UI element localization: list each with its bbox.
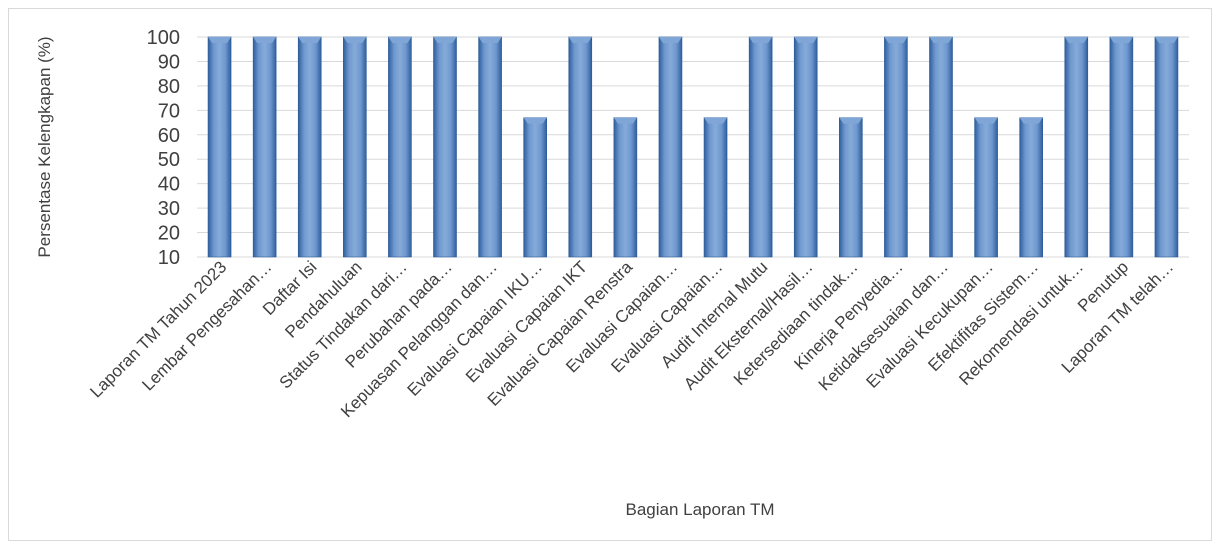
bar-cap [613,117,637,124]
bar-body [974,117,998,258]
bar-cap [298,37,322,43]
bar [1019,117,1043,258]
bar [388,36,412,258]
bar [1154,36,1179,258]
bar-cap [749,37,773,43]
y-tick-label: 60 [158,125,180,147]
bar-cap [388,37,412,43]
bar [613,117,638,258]
bar-cap [974,117,998,124]
bar [523,117,547,258]
y-tick-label: 100 [147,27,180,49]
bar-body [1064,36,1089,258]
bar [884,36,908,258]
bar-body [297,36,322,258]
bar [433,36,457,258]
bar-cap [658,37,682,43]
bar-body [388,36,412,258]
bar [252,36,277,258]
bar [748,36,773,258]
bar [568,36,593,258]
bar [297,36,322,258]
bar-cap [929,37,953,43]
bar [658,36,683,258]
bar-cap [343,37,367,43]
bar-body [1154,36,1179,258]
bar [343,36,367,258]
bar [974,117,998,258]
bar-body [1109,36,1134,258]
bar [839,117,863,258]
bar-cap [1154,37,1178,43]
bar-cap [478,37,502,43]
bar-body [839,117,863,258]
bar-body [343,36,367,258]
bar-cap [1019,117,1043,124]
bar [793,36,818,258]
bar-cap [794,37,818,43]
bar-cap [568,37,592,43]
bar-cap [1109,37,1133,43]
bar-cap [839,117,863,124]
bar [929,36,953,258]
bar-body [207,36,232,258]
bar-body [252,36,277,258]
y-tick-label: 70 [158,100,180,122]
bar [1064,36,1089,258]
bar-body [568,36,593,258]
bar-body [793,36,818,258]
bar-body [613,117,638,258]
bar [1109,36,1134,258]
x-axis-title: Bagian Laporan TM [625,500,774,519]
y-tick-label: 30 [158,198,180,220]
bar-cap [1064,37,1088,43]
bar-body [703,117,728,258]
bar-body [433,36,457,258]
y-tick-label: 20 [158,223,180,245]
bar-body [523,117,547,258]
bars [207,36,1179,258]
bar-body [658,36,683,258]
y-axis-title: Persentase Kelengkapan (%) [35,36,54,257]
y-tick-label: 40 [158,174,180,196]
bar-cap [884,37,908,43]
y-tick-label: 10 [158,247,180,269]
bar-body [1019,117,1043,258]
bar-body [929,36,953,258]
bar [207,36,232,258]
bar-body [884,36,908,258]
bar-cap [208,37,232,43]
bar [478,36,502,258]
bar [703,117,728,258]
bar-cap [433,37,457,43]
y-tick-label: 90 [158,51,180,73]
bar-cap [704,117,728,124]
bar-cap [253,37,277,43]
bar-cap [523,117,547,124]
bar-body [748,36,773,258]
y-tick-label: 80 [158,76,180,98]
bar-body [478,36,502,258]
y-tick-label: 50 [158,149,180,171]
